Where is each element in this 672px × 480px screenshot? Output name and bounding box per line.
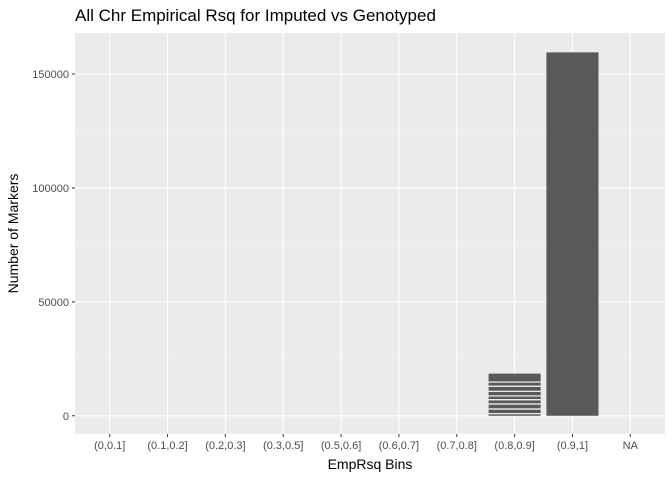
bars bbox=[488, 52, 599, 416]
x-tick-label: (0.6,0.7] bbox=[379, 440, 419, 452]
x-axis-ticks: (0,0.1] (0.1,0.2] (0.2,0.3] (0.3,0.5] (0.5,0… bbox=[94, 434, 639, 452]
x-tick-label: (0.2,0.3] bbox=[205, 440, 245, 452]
y-tick-label: 0 bbox=[63, 411, 69, 423]
x-tick-label: (0.8,0.9] bbox=[494, 440, 534, 452]
bar bbox=[546, 52, 599, 416]
x-tick-label: NA bbox=[623, 440, 639, 452]
y-axis-ticks: 0 50000 100000 150000 bbox=[32, 69, 75, 423]
x-tick-label: (0.3,0.5] bbox=[263, 440, 303, 452]
x-tick-label: (0.5,0.6] bbox=[321, 440, 361, 452]
x-tick-label: (0.1,0.2] bbox=[147, 440, 187, 452]
y-axis-title: Number of Markers bbox=[5, 174, 21, 294]
chart-title: All Chr Empirical Rsq for Imputed vs Gen… bbox=[75, 6, 436, 25]
x-tick-label: (0.7,0.8] bbox=[437, 440, 477, 452]
y-tick-label: 50000 bbox=[38, 297, 69, 309]
x-tick-label: (0.9,1] bbox=[557, 440, 588, 452]
x-axis-title: EmpRsq Bins bbox=[328, 456, 413, 472]
x-tick-label: (0,0.1] bbox=[94, 440, 125, 452]
y-tick-label: 150000 bbox=[32, 69, 69, 81]
y-tick-label: 100000 bbox=[32, 183, 69, 195]
